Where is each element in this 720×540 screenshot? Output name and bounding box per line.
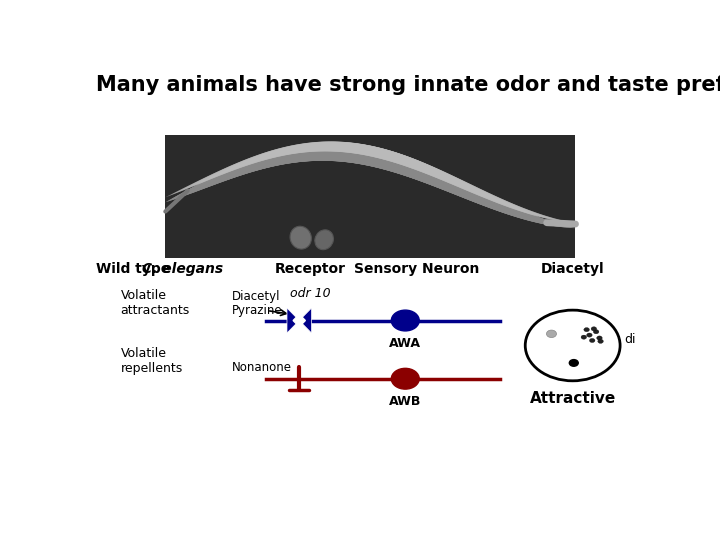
Circle shape xyxy=(392,368,419,389)
Polygon shape xyxy=(293,314,305,327)
Bar xyxy=(166,136,575,258)
Text: Diacetyl: Diacetyl xyxy=(541,262,605,276)
Text: Wild type: Wild type xyxy=(96,262,175,276)
Text: AWA: AWA xyxy=(390,337,421,350)
Polygon shape xyxy=(300,308,312,333)
Circle shape xyxy=(584,328,590,332)
Text: Volatile: Volatile xyxy=(121,289,167,302)
Circle shape xyxy=(598,339,603,343)
Text: repellents: repellents xyxy=(121,362,183,375)
Circle shape xyxy=(546,330,557,338)
Text: Diacetyl: Diacetyl xyxy=(233,290,281,303)
Text: Pyrazine: Pyrazine xyxy=(233,304,283,317)
Circle shape xyxy=(593,329,599,334)
Text: C. elegans: C. elegans xyxy=(142,262,223,276)
Text: Nonanone: Nonanone xyxy=(233,361,292,374)
Ellipse shape xyxy=(290,226,311,249)
Text: Volatile: Volatile xyxy=(121,347,167,360)
Text: Receptor: Receptor xyxy=(275,262,346,276)
Circle shape xyxy=(526,310,620,381)
Circle shape xyxy=(597,336,602,340)
Text: odr 10: odr 10 xyxy=(290,287,330,300)
Circle shape xyxy=(392,310,419,331)
Circle shape xyxy=(590,339,595,342)
Text: AWB: AWB xyxy=(389,395,421,408)
Ellipse shape xyxy=(315,230,333,249)
Circle shape xyxy=(570,360,578,366)
Text: Attractive: Attractive xyxy=(529,391,616,406)
Circle shape xyxy=(581,335,587,339)
Polygon shape xyxy=(287,308,300,333)
Text: di: di xyxy=(624,333,636,346)
Text: Many animals have strong innate odor and taste preferences: Many animals have strong innate odor and… xyxy=(96,75,720,95)
Text: Sensory Neuron: Sensory Neuron xyxy=(354,262,479,276)
Circle shape xyxy=(587,333,593,337)
Text: attractants: attractants xyxy=(121,304,190,317)
Circle shape xyxy=(591,327,597,331)
